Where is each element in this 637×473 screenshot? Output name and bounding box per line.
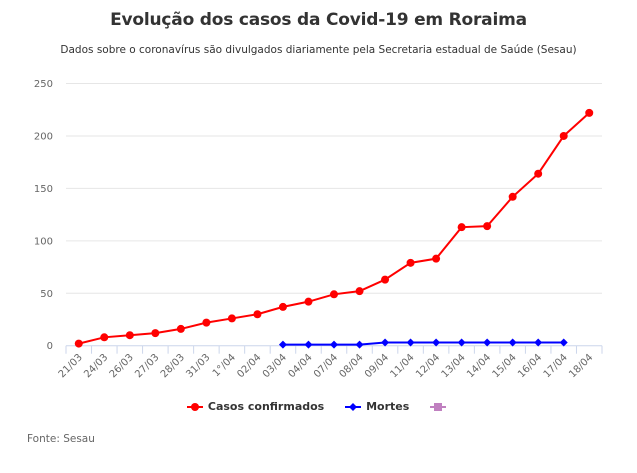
data-point[interactable]	[483, 222, 492, 231]
data-point[interactable]	[278, 340, 287, 349]
x-tick-label: 11/04	[389, 352, 417, 380]
x-tick-label: 31/03	[184, 352, 212, 380]
x-tick-label: 03/04	[261, 352, 289, 380]
y-tick-label: 150	[34, 184, 53, 195]
data-point[interactable]	[278, 302, 287, 311]
x-axis: 21/0324/0326/0327/0328/0331/031°/0402/04…	[57, 345, 603, 380]
series-line	[78, 112, 590, 345]
x-tick-label: 1°/04	[211, 352, 238, 379]
series-casos-confirmados	[74, 108, 594, 348]
series-line	[282, 341, 564, 346]
legend: Casos confirmados Mortes	[0, 400, 637, 415]
x-tick-label: 09/04	[363, 352, 391, 380]
data-point[interactable]	[432, 338, 441, 347]
data-point[interactable]	[381, 275, 390, 284]
data-point[interactable]	[253, 310, 262, 319]
data-point[interactable]	[151, 329, 160, 338]
data-point[interactable]	[355, 287, 364, 296]
data-point[interactable]	[100, 333, 109, 342]
data-point[interactable]	[559, 131, 568, 140]
blue-diamond-marker-icon	[345, 402, 362, 411]
legend-label-casos: Casos confirmados	[207, 400, 325, 413]
x-tick-label: 24/03	[82, 352, 110, 380]
series-group	[74, 108, 594, 349]
x-tick-label: 12/04	[414, 352, 442, 380]
x-tick-label: 21/03	[57, 352, 85, 380]
data-point[interactable]	[457, 338, 466, 347]
series-mortes	[278, 338, 568, 349]
data-point[interactable]	[176, 324, 185, 333]
x-tick-label: 26/03	[108, 352, 136, 380]
data-point[interactable]	[304, 340, 313, 349]
line-chart: 0 50 100 150 200 250 21/0324/0326/0327/0328/0…	[34, 79, 603, 380]
legend-item-mortes[interactable]: Mortes	[344, 400, 409, 413]
data-point[interactable]	[508, 338, 517, 347]
x-tick-label: 28/03	[159, 352, 187, 380]
y-tick-label: 0	[47, 341, 53, 352]
chart-title: Evolução dos casos da Covid-19 em Roraim…	[110, 10, 527, 30]
red-circle-marker-icon	[186, 402, 203, 411]
purple-square-marker-icon	[430, 402, 447, 411]
data-point[interactable]	[304, 297, 313, 306]
y-tick-label: 100	[34, 236, 53, 247]
source-note: Fonte: Sesau	[27, 433, 95, 445]
y-tick-label: 200	[34, 131, 53, 142]
data-point[interactable]	[74, 339, 83, 348]
x-tick-label: 27/03	[133, 352, 161, 380]
data-point[interactable]	[406, 258, 415, 267]
data-point[interactable]	[585, 108, 594, 117]
x-tick-label: 02/04	[235, 352, 263, 380]
x-tick-label: 17/04	[542, 352, 570, 380]
chart-subtitle: Dados sobre o coronavírus são divulgados…	[60, 44, 577, 56]
legend-label-mortes: Mortes	[366, 400, 410, 413]
x-tick-label: 13/04	[440, 352, 468, 380]
y-axis-ticks: 0 50 100 150 200 250	[34, 79, 53, 352]
x-tick-label: 18/04	[567, 352, 595, 380]
data-point[interactable]	[559, 338, 568, 347]
data-point[interactable]	[457, 223, 466, 232]
legend-item-empty[interactable]	[429, 402, 451, 412]
data-point[interactable]	[534, 169, 543, 178]
x-tick-label: 07/04	[312, 352, 340, 380]
data-point[interactable]	[125, 331, 134, 340]
x-tick-label: 04/04	[286, 352, 314, 380]
data-point[interactable]	[381, 338, 390, 347]
data-point[interactable]	[406, 338, 415, 347]
data-point[interactable]	[330, 290, 338, 299]
x-tick-label: 14/04	[465, 352, 493, 380]
data-point[interactable]	[202, 318, 211, 327]
data-point[interactable]	[508, 192, 517, 201]
legend-item-casos[interactable]: Casos confirmados	[186, 400, 324, 413]
x-tick-label: 08/04	[337, 352, 365, 380]
data-point[interactable]	[534, 338, 543, 347]
x-tick-label: 15/04	[491, 352, 519, 380]
y-tick-label: 50	[40, 289, 53, 300]
data-point[interactable]	[330, 340, 338, 349]
data-point[interactable]	[355, 340, 364, 349]
x-tick-label: 16/04	[516, 352, 544, 380]
data-point[interactable]	[227, 314, 236, 323]
y-tick-label: 250	[34, 79, 53, 90]
data-point[interactable]	[483, 338, 492, 347]
data-point[interactable]	[432, 254, 441, 263]
